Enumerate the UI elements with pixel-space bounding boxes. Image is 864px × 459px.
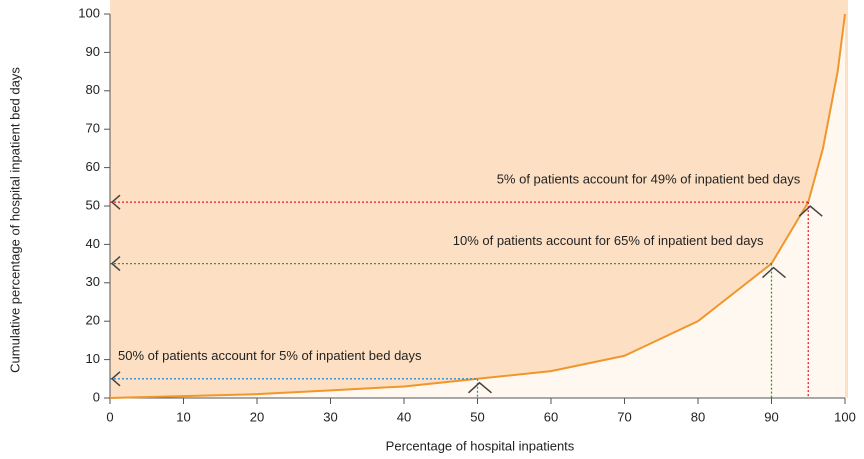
y-tick-label: 80 [86,82,100,97]
x-tick-label: 70 [617,409,631,424]
y-tick-label: 20 [86,313,100,328]
y-tick-label: 70 [86,121,100,136]
x-axis-title: Percentage of hospital inpatients [386,438,575,453]
annotation-text: 50% of patients account for 5% of inpati… [118,348,422,363]
arrow-up [467,381,492,394]
x-tick-label: 60 [544,409,558,424]
x-tick-label: 0 [106,409,113,424]
y-tick-label: 0 [93,389,100,404]
arrow-up [761,266,786,279]
arrow-up [798,205,823,217]
annotation-text: 5% of patients account for 49% of inpati… [497,172,801,187]
x-tick-label: 30 [323,409,337,424]
curve [109,13,846,399]
y-tick-label: 60 [86,159,100,174]
y-tick-label: 50 [86,197,100,212]
x-tick-label: 10 [176,409,190,424]
x-tick-label: 80 [691,409,705,424]
y-tick-label: 100 [78,5,100,20]
y-tick-label: 40 [86,236,100,251]
x-tick-label: 90 [764,409,778,424]
arrow-left [110,256,121,272]
x-tick-label: 20 [250,409,264,424]
x-tick-label: 100 [834,409,856,424]
annotation-text: 10% of patients account for 65% of inpat… [453,233,764,248]
x-tick-label: 40 [397,409,411,424]
arrow-left [110,371,121,387]
y-axis-title: Cumulative percentage of hospital inpati… [7,67,22,373]
arrow-left [110,194,121,210]
y-tick-label: 90 [86,44,100,59]
y-tick-label: 10 [86,351,100,366]
x-tick-label: 50 [470,409,484,424]
y-tick-label: 30 [86,274,100,289]
